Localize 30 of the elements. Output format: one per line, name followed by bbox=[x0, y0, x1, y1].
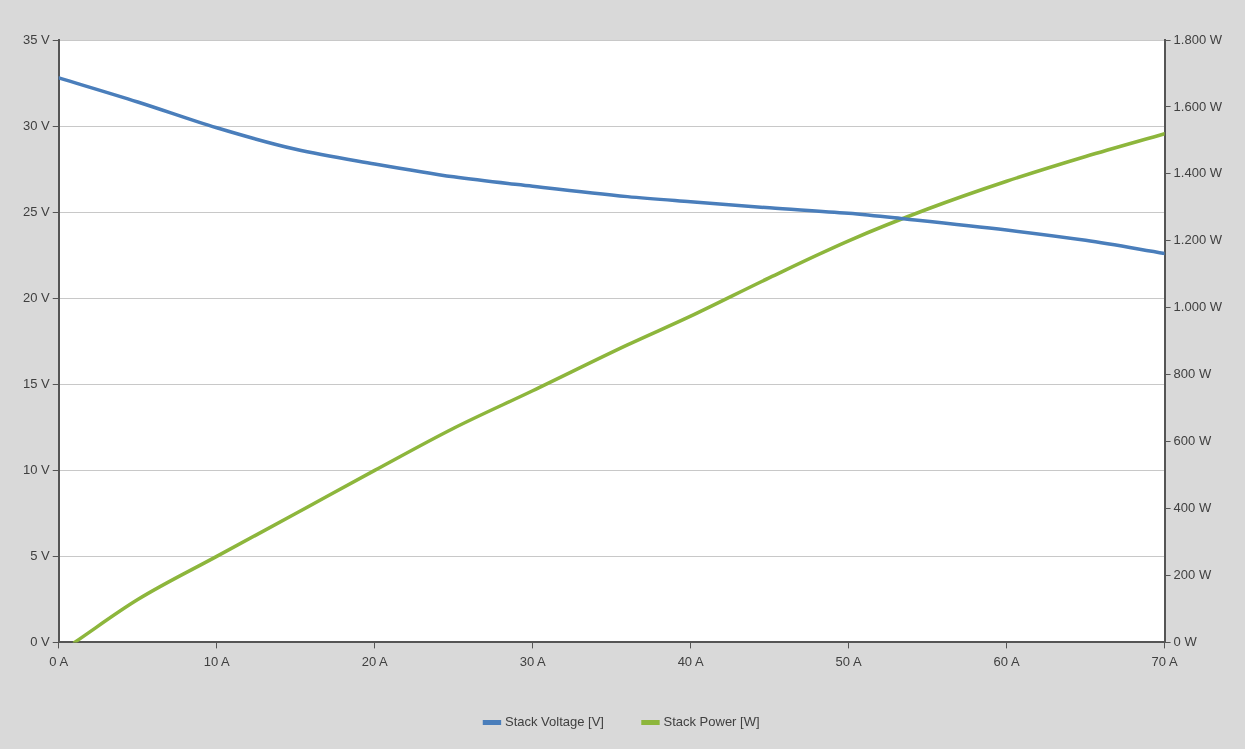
y2-tick-label: 200 W bbox=[1173, 567, 1212, 583]
y2-tick-label: 1.200 W bbox=[1173, 232, 1223, 248]
y-tick-label: 20 V bbox=[22, 289, 51, 305]
x-tick-label: 30 A bbox=[519, 653, 547, 669]
y2-tick-label: 1.000 W bbox=[1173, 299, 1223, 315]
y2-tick-label: 1.800 W bbox=[1173, 31, 1223, 47]
line-series bbox=[58, 76, 1165, 256]
x-tick-label: 50 A bbox=[835, 653, 862, 669]
legend-label: Stack Voltage [V] bbox=[504, 714, 604, 730]
x-tick-label: 40 A bbox=[677, 653, 704, 669]
y-tick-label: 5 V bbox=[30, 547, 51, 563]
y2-tick-label: 0 W bbox=[1173, 633, 1198, 649]
y-tick-label: 35 V bbox=[22, 31, 51, 47]
x-tick-label: 20 A bbox=[361, 653, 389, 669]
x-tick-label: 60 A bbox=[993, 653, 1020, 669]
y2-tick-label: 800 W bbox=[1173, 366, 1212, 382]
x-tick-label: 10 A bbox=[203, 653, 231, 669]
legend-label: Stack Power [W] bbox=[663, 714, 760, 730]
y-tick-label: 25 V bbox=[22, 203, 51, 219]
y2-tick-label: 600 W bbox=[1173, 433, 1212, 449]
y-tick-label: 0 V bbox=[30, 633, 51, 649]
line-series bbox=[72, 131, 1165, 643]
y2-tick-label: 1.600 W bbox=[1173, 98, 1223, 114]
y2-tick-label: 1.400 W bbox=[1173, 165, 1223, 181]
y2-tick-label: 400 W bbox=[1173, 500, 1212, 516]
x-tick-label: 0 A bbox=[49, 653, 69, 669]
x-tick-label: 70 A bbox=[1151, 653, 1178, 669]
y-tick-label: 30 V bbox=[22, 117, 51, 133]
y-tick-label: 10 V bbox=[22, 461, 51, 477]
y-tick-label: 15 V bbox=[22, 375, 51, 391]
